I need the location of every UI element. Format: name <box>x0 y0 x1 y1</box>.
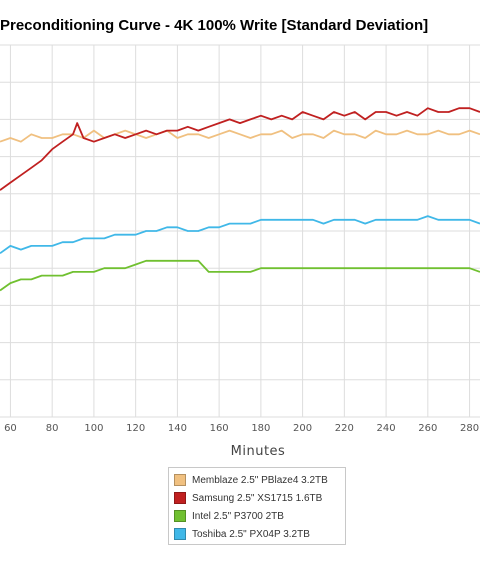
legend-label: Toshiba 2.5" PX04P 3.2TB <box>192 528 310 540</box>
chart-title: Preconditioning Curve - 4K 100% Write [S… <box>0 17 429 34</box>
legend-item: Memblaze 2.5" PBlaze4 3.2TB <box>174 471 340 489</box>
legend-swatch <box>174 492 186 504</box>
legend-item: Intel 2.5" P3700 2TB <box>174 507 340 525</box>
series-line-1 <box>0 107 480 191</box>
legend-label: Memblaze 2.5" PBlaze4 3.2TB <box>192 474 328 486</box>
x-tick-label: 200 <box>293 423 312 434</box>
series-line-0 <box>0 129 480 143</box>
series-line-2 <box>0 259 480 292</box>
x-tick-label: 80 <box>46 423 59 434</box>
x-tick-label: 120 <box>126 423 145 434</box>
legend-swatch <box>174 474 186 486</box>
legend-label: Intel 2.5" P3700 2TB <box>192 510 284 522</box>
x-tick-label: 180 <box>251 423 270 434</box>
chart-grid <box>0 44 480 418</box>
x-tick-label: 280 <box>460 423 479 434</box>
chart-legend: Memblaze 2.5" PBlaze4 3.2TB Samsung 2.5" … <box>168 467 346 545</box>
x-axis-label: Minutes <box>231 444 286 459</box>
series-line-3 <box>0 215 480 255</box>
legend-item: Samsung 2.5" XS1715 1.6TB <box>174 489 340 507</box>
legend-swatch <box>174 528 186 540</box>
x-tick-label: 260 <box>418 423 437 434</box>
chart-series-group <box>0 107 480 292</box>
x-tick-labels: 60 80 100 120 140 160 180 200 220 240 260 280 <box>4 423 479 434</box>
legend-item: Toshiba 2.5" PX04P 3.2TB <box>174 525 340 543</box>
x-tick-label: 160 <box>210 423 229 434</box>
x-tick-label: 60 <box>4 423 17 434</box>
x-tick-label: 220 <box>335 423 354 434</box>
x-tick-label: 240 <box>377 423 396 434</box>
x-tick-label: 100 <box>84 423 103 434</box>
x-tick-label: 140 <box>168 423 187 434</box>
legend-swatch <box>174 510 186 522</box>
legend-label: Samsung 2.5" XS1715 1.6TB <box>192 492 323 504</box>
